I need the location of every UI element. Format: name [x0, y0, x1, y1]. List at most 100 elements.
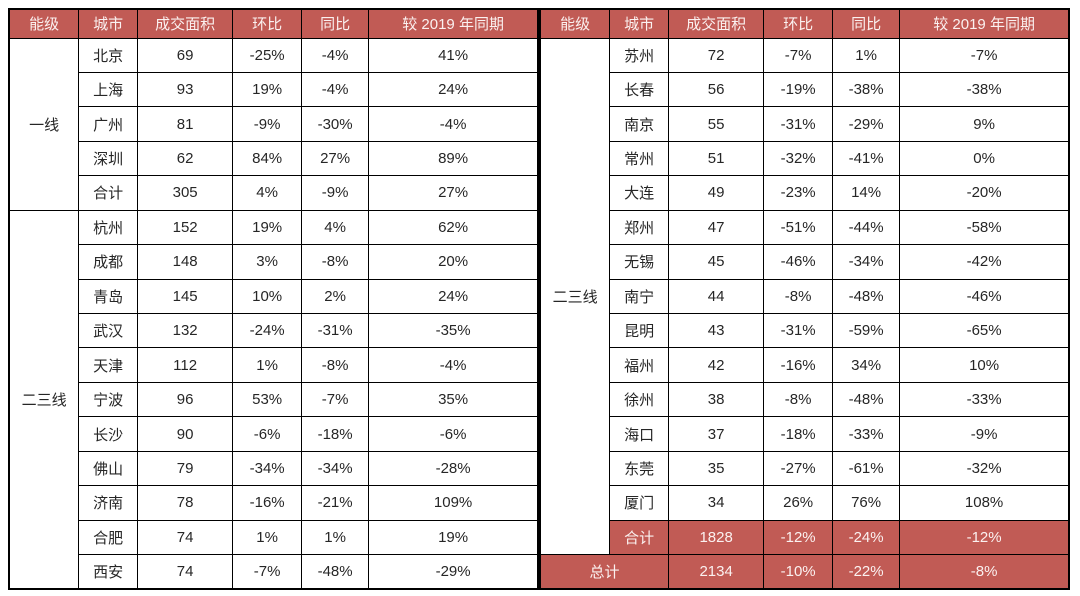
city-cell: 杭州	[78, 209, 139, 246]
value-cell: -4%	[301, 37, 370, 73]
table-left-panel: 能级 城市 成交面积 环比 同比较 2019 年同期 一线 北京 69 -25% -4% 41% 上…	[8, 8, 539, 590]
value-cell: 26%	[763, 485, 834, 521]
city-cell: 厦门	[609, 485, 670, 521]
value-cell: -25%	[232, 37, 303, 73]
value-cell: -31%	[763, 312, 834, 349]
value-cell: 62	[137, 140, 234, 177]
value-cell: -16%	[232, 485, 303, 521]
value-cell: 1%	[832, 37, 901, 73]
value-cell: 3%	[232, 244, 303, 280]
value-cell: 47	[668, 209, 765, 246]
city-cell: 武汉	[78, 312, 139, 349]
value-cell: 89%	[368, 140, 539, 177]
value-cell: 45	[668, 244, 765, 280]
table-row: 徐州 38 -8% -48% -33%	[540, 381, 1070, 418]
value-cell: 34%	[832, 347, 901, 383]
city-cell: 东莞	[609, 450, 670, 487]
city-cell: 常州	[609, 140, 670, 177]
value-cell: -41%	[832, 140, 901, 177]
value-cell: 72	[668, 37, 765, 73]
city-cell: 长春	[609, 71, 670, 108]
city-cell: 昆明	[609, 312, 670, 349]
column-header: 城市	[609, 8, 670, 39]
table-row: 东莞 35 -27% -61% -32%	[540, 450, 1070, 487]
value-cell: 109%	[368, 485, 539, 521]
value-cell: 44	[668, 278, 765, 315]
value-cell: 10%	[899, 347, 1070, 383]
city-cell: 南宁	[609, 278, 670, 315]
total-value-cell: -22%	[832, 554, 901, 590]
value-cell: 53%	[232, 381, 303, 418]
value-cell: 43	[668, 312, 765, 349]
city-cell: 大连	[609, 175, 670, 211]
value-cell: -4%	[368, 106, 539, 142]
value-cell: -18%	[301, 416, 370, 452]
column-header: 能级	[539, 8, 611, 39]
value-cell: 90	[137, 416, 234, 452]
value-cell: -33%	[899, 381, 1070, 418]
tier-cell: 二三线	[539, 37, 611, 556]
value-cell: 35	[668, 450, 765, 487]
table-row: 南宁 44 -8% -48% -46%	[540, 278, 1070, 315]
city-cell: 青岛	[78, 278, 139, 315]
value-cell: -9%	[232, 106, 303, 142]
table-row: 武汉 132 -24% -31% -35%	[9, 312, 539, 349]
value-cell: -20%	[899, 175, 1070, 211]
table-right-panel: 能级 城市 成交面积 环比 同比较 2019 年同期 二三线 苏州 72 -7% 1% -7% 长春…	[539, 8, 1070, 590]
column-header: 同比	[301, 8, 370, 39]
value-cell: 2%	[301, 278, 370, 315]
table-row: 佛山 79 -34% -34% -28%	[9, 450, 539, 487]
table-row: 天津 112 1% -8% -4%	[9, 347, 539, 383]
value-cell: -8%	[301, 347, 370, 383]
value-cell: -8%	[763, 381, 834, 418]
tier-cell: 二三线	[8, 209, 80, 590]
city-cell: 合计	[609, 519, 670, 556]
value-cell: -7%	[232, 554, 303, 590]
total-row: 总计 2134 -10% -22% -8%	[539, 554, 1070, 590]
value-cell: -33%	[832, 416, 901, 452]
table-row: 合肥 74 1% 1% 19%	[9, 519, 539, 556]
city-cell: 成都	[78, 244, 139, 280]
value-cell: 24%	[368, 71, 539, 108]
value-cell: -9%	[301, 175, 370, 211]
value-cell: 49	[668, 175, 765, 211]
value-cell: 10%	[232, 278, 303, 315]
table-row: 宁波 96 53% -7% 35%	[9, 381, 539, 418]
value-cell: -42%	[899, 244, 1070, 280]
value-cell: 62%	[368, 209, 539, 246]
value-cell: -48%	[301, 554, 370, 590]
value-cell: -6%	[232, 416, 303, 452]
value-cell: -34%	[832, 244, 901, 280]
city-cell: 郑州	[609, 209, 670, 246]
table-row: 海口 37 -18% -33% -9%	[540, 416, 1070, 452]
value-cell: -12%	[763, 519, 834, 556]
table-row: 一线 北京 69 -25% -4% 41%	[8, 37, 539, 211]
value-cell: -27%	[763, 450, 834, 487]
value-cell: 55	[668, 106, 765, 142]
value-cell: 4%	[232, 175, 303, 211]
table-row: 长沙 90 -6% -18% -6%	[9, 416, 539, 452]
value-cell: -34%	[301, 450, 370, 487]
value-cell: 35%	[368, 381, 539, 418]
city-cell: 南京	[609, 106, 670, 142]
value-cell: -46%	[763, 244, 834, 280]
value-cell: -24%	[832, 519, 901, 556]
value-cell: 96	[137, 381, 234, 418]
city-cell: 合肥	[78, 519, 139, 556]
city-cell: 深圳	[78, 140, 139, 177]
city-transaction-tables: 能级 城市 成交面积 环比 同比较 2019 年同期 一线 北京 69 -25% -4% 41% 上…	[8, 8, 1070, 590]
value-cell: -51%	[763, 209, 834, 246]
table-row: 昆明 43 -31% -59% -65%	[540, 312, 1070, 349]
table-row: 大连 49 -23% 14% -20%	[540, 175, 1070, 211]
value-cell: -32%	[899, 450, 1070, 487]
total-value-cell: -8%	[899, 554, 1070, 590]
value-cell: -4%	[368, 347, 539, 383]
value-cell: -21%	[301, 485, 370, 521]
value-cell: -23%	[763, 175, 834, 211]
value-cell: 19%	[232, 209, 303, 246]
value-cell: 132	[137, 312, 234, 349]
value-cell: -35%	[368, 312, 539, 349]
city-cell: 长沙	[78, 416, 139, 452]
city-cell: 海口	[609, 416, 670, 452]
value-cell: -6%	[368, 416, 539, 452]
